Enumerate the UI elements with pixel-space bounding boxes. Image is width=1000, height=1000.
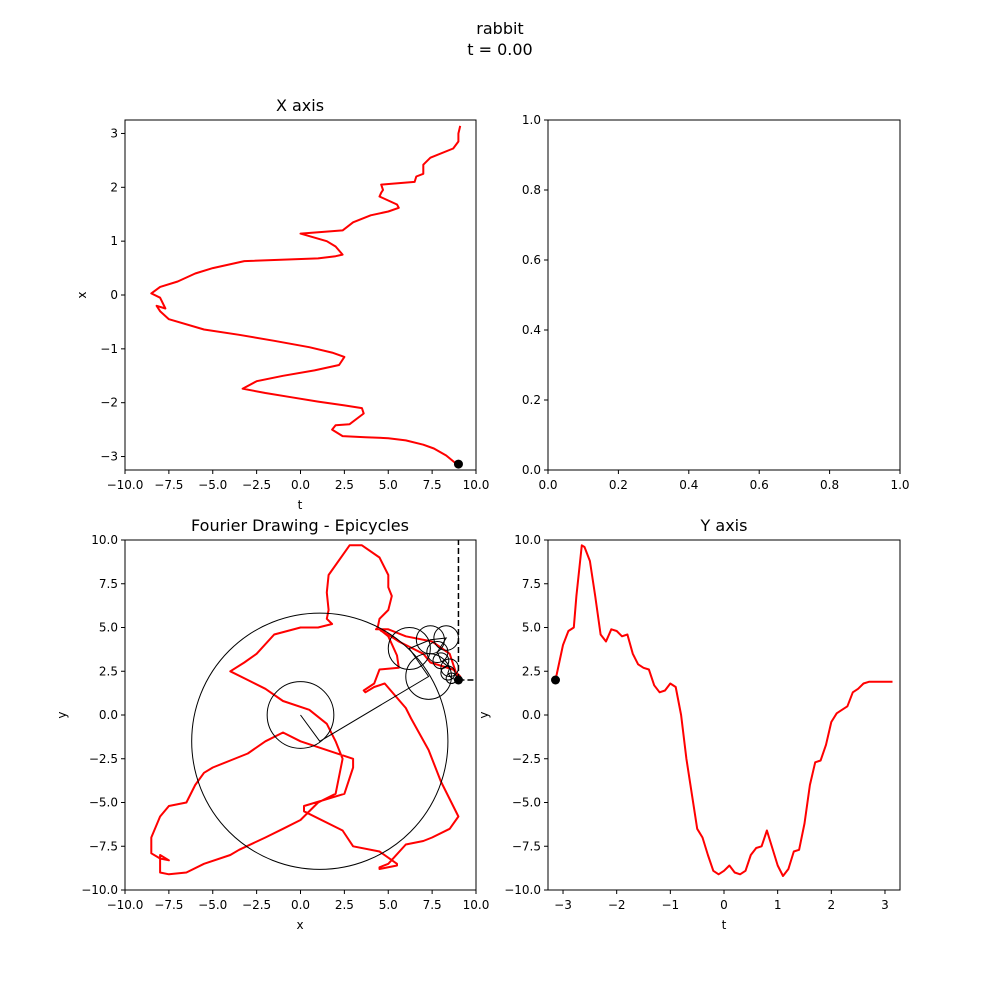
epicycle-circle-6 [426, 640, 449, 664]
x-axis-title: X axis [276, 96, 324, 115]
x-tick-label: 1.0 [890, 478, 909, 492]
y-tick-label: 7.5 [99, 577, 118, 591]
axes-frame [547, 119, 901, 471]
x-axis-ylabel: x [75, 291, 89, 298]
x-tick-label: 7.5 [423, 478, 442, 492]
y-tick-label: −10.0 [504, 883, 541, 897]
x-tick-label: 5.0 [379, 478, 398, 492]
y-tick-label: −2 [100, 396, 118, 410]
y-axis-panel: Y axis t y −3 −2 −1 0 1 2 3 −10.0 −7.5 −5.0 −2.5 0.… [477, 516, 901, 932]
x-tick-label: −2.5 [242, 478, 271, 492]
y-tick-label: 5.0 [522, 621, 541, 635]
epicycle-circle-4 [415, 625, 445, 655]
y-tick-label: 1 [110, 234, 118, 248]
plot-area [554, 544, 893, 877]
x-tick-label: 2.5 [335, 478, 354, 492]
y-axis-title: Y axis [700, 516, 748, 535]
suptitle-name: rabbit [476, 19, 523, 38]
y-tick-label: 5.0 [99, 621, 118, 635]
x-axis-xlabel: t [298, 498, 303, 512]
x-tick-label: −7.5 [154, 898, 183, 912]
x-tick-label: −1 [661, 898, 679, 912]
y-tick-label: −5.0 [89, 796, 118, 810]
y-tick-label: 10.0 [514, 533, 541, 547]
x-tick-label: 5.0 [379, 898, 398, 912]
y-tick-label: 2.5 [522, 664, 541, 678]
x-tick-label: 7.5 [423, 898, 442, 912]
y-axis-xlabel: t [722, 918, 727, 932]
y-tick-label: −10.0 [81, 883, 118, 897]
x-tick-label: −7.5 [154, 478, 183, 492]
current-point-marker [551, 675, 561, 685]
epicycles-title: Fourier Drawing - Epicycles [191, 516, 409, 535]
x-tick-label: 0.0 [291, 898, 310, 912]
y-tick-label: −7.5 [512, 839, 541, 853]
epicycles-panel: Fourier Drawing - Epicycles x y −10.0 −7.… [55, 516, 489, 932]
x-tick-label: −2.5 [242, 898, 271, 912]
series-line-0 [150, 544, 462, 876]
x-tick-label: 2.5 [335, 898, 354, 912]
x-tick-label: 0.2 [609, 478, 628, 492]
x-axis-panel: X axis t x −10.0 −7.5 −5.0 −2.5 0.0 2.5 5.0 7.5… [75, 96, 489, 512]
y-tick-label: 0 [110, 288, 118, 302]
x-tick-label: −2 [608, 898, 626, 912]
y-tick-label: 0.6 [522, 253, 541, 267]
epicycle-arms [300, 637, 459, 742]
plot-area [150, 125, 462, 465]
y-tick-label: −2.5 [89, 752, 118, 766]
x-tick-label: 1 [774, 898, 782, 912]
suptitle-time: t = 0.00 [467, 40, 532, 59]
y-tick-label: 2.5 [99, 664, 118, 678]
x-tick-label: 10.0 [463, 898, 490, 912]
x-tick-label: 2 [827, 898, 835, 912]
x-tick-label: −5.0 [198, 478, 227, 492]
y-tick-label: 0.0 [522, 708, 541, 722]
y-tick-label: 0.0 [99, 708, 118, 722]
x-tick-label: −10.0 [107, 898, 144, 912]
x-tick-label: 0.8 [820, 478, 839, 492]
plot-area [150, 540, 476, 876]
current-point-marker [453, 459, 463, 469]
x-tick-label: −3 [554, 898, 572, 912]
x-tick-label: 3 [881, 898, 889, 912]
y-tick-label: 0.4 [522, 323, 541, 337]
x-tick-label: 0.0 [291, 478, 310, 492]
series-line-0 [554, 544, 893, 877]
y-tick-label: 0.0 [522, 463, 541, 477]
epicycle-circle-3 [387, 626, 431, 671]
y-tick-label: 7.5 [522, 577, 541, 591]
y-axis-ylabel: y [477, 711, 491, 718]
x-tick-label: 0.4 [679, 478, 698, 492]
y-tick-label: −2.5 [512, 752, 541, 766]
x-tick-label: −5.0 [198, 898, 227, 912]
series-line-0 [150, 125, 462, 465]
x-tick-label: 0.0 [538, 478, 557, 492]
y-tick-label: −3 [100, 450, 118, 464]
y-tick-label: 1.0 [522, 113, 541, 127]
axes-frame [547, 539, 901, 891]
current-point-marker [453, 675, 463, 685]
y-tick-label: 0.8 [522, 183, 541, 197]
x-tick-label: 10.0 [463, 478, 490, 492]
x-tick-label: 0 [720, 898, 728, 912]
y-tick-label: −5.0 [512, 796, 541, 810]
y-tick-label: −7.5 [89, 839, 118, 853]
epicycles-ylabel: y [55, 711, 69, 718]
y-tick-label: 3 [110, 126, 118, 140]
empty-panel: 0.0 0.2 0.4 0.6 0.8 1.0 0.0 0.2 0.4 0.6 0.8 1.0 [522, 113, 910, 492]
epicycle-circle-0 [266, 681, 335, 749]
y-tick-label: −1 [100, 342, 118, 356]
epicycle-circle-1 [191, 612, 449, 870]
y-tick-label: 2 [110, 180, 118, 194]
x-tick-label: −10.0 [107, 478, 144, 492]
x-tick-label: 0.6 [750, 478, 769, 492]
y-tick-label: 10.0 [91, 533, 118, 547]
y-tick-label: 0.2 [522, 393, 541, 407]
epicycles-xlabel: x [296, 918, 303, 932]
